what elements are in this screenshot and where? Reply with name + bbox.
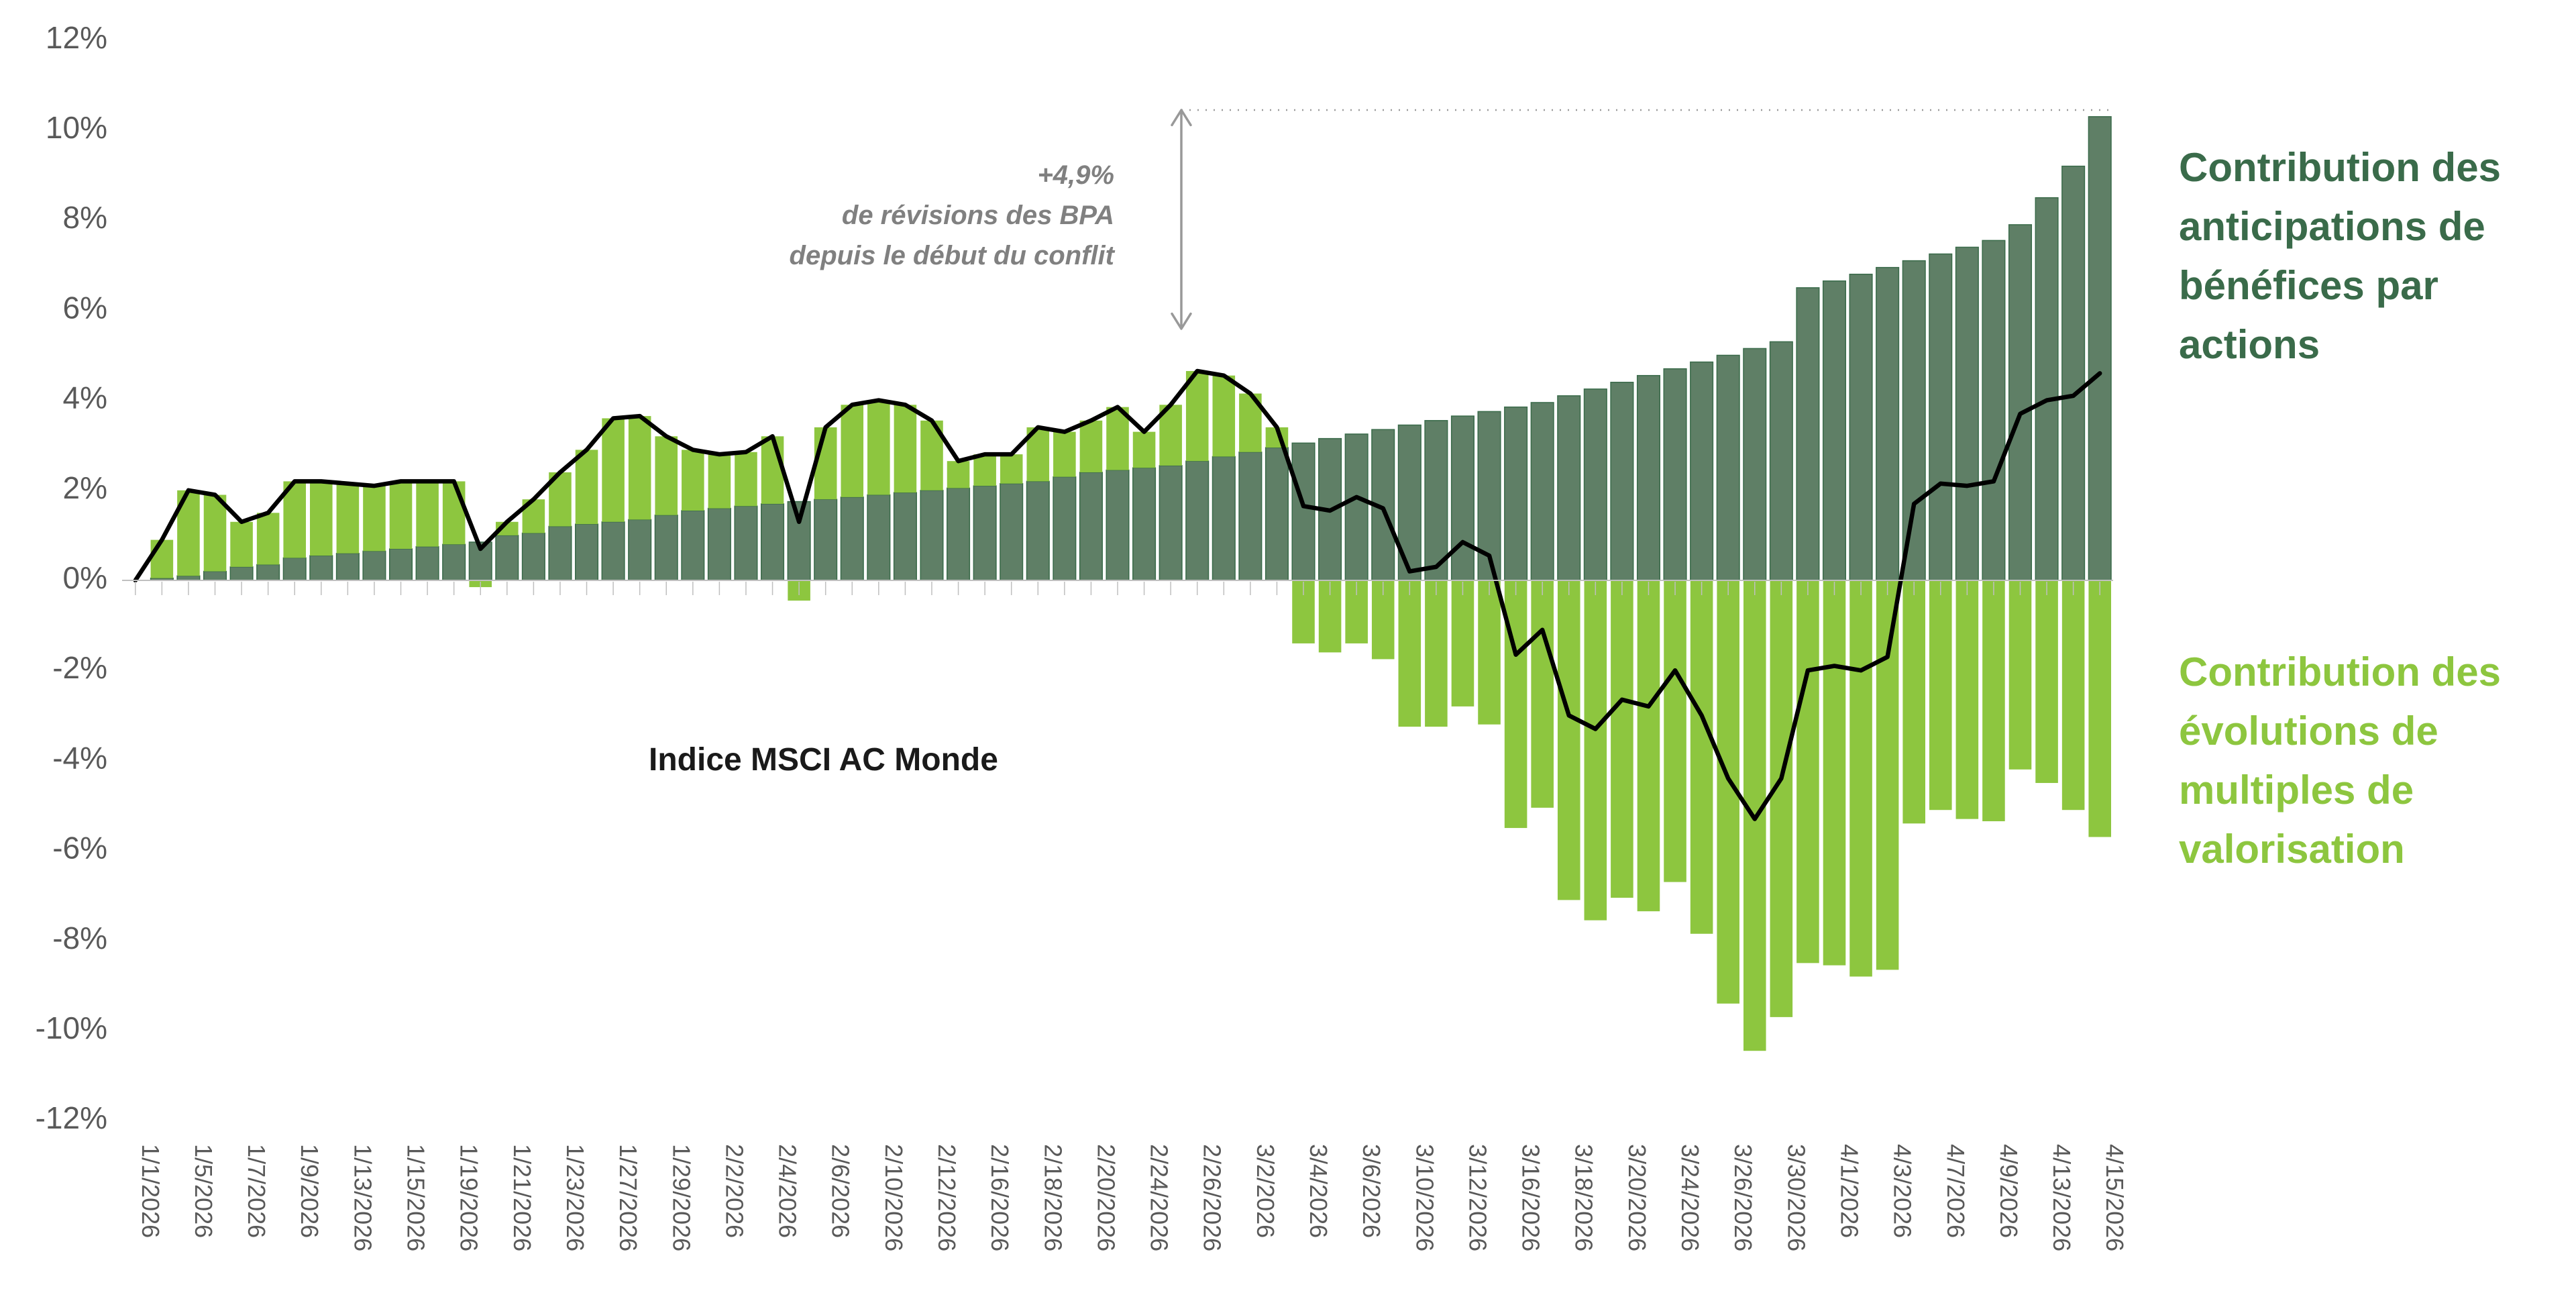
- svg-text:1/19/2026: 1/19/2026: [455, 1144, 483, 1251]
- svg-text:2/4/2026: 2/4/2026: [774, 1144, 802, 1238]
- svg-text:-8%: -8%: [52, 921, 107, 955]
- svg-text:4/1/2026: 4/1/2026: [1835, 1144, 1863, 1238]
- svg-text:-2%: -2%: [52, 650, 107, 685]
- svg-text:8%: 8%: [63, 200, 107, 235]
- svg-text:4/13/2026: 4/13/2026: [2048, 1144, 2076, 1251]
- svg-text:3/20/2026: 3/20/2026: [1623, 1144, 1651, 1251]
- svg-text:-12%: -12%: [36, 1100, 107, 1135]
- svg-text:évolutions de: évolutions de: [2179, 709, 2438, 753]
- svg-text:0%: 0%: [63, 560, 107, 595]
- svg-text:anticipations de: anticipations de: [2179, 204, 2485, 249]
- svg-text:depuis le début du conflit: depuis le début du conflit: [790, 241, 1116, 270]
- svg-text:4%: 4%: [63, 380, 107, 415]
- svg-text:Contribution des: Contribution des: [2179, 145, 2501, 190]
- svg-text:3/26/2026: 3/26/2026: [1729, 1144, 1757, 1251]
- svg-text:1/5/2026: 1/5/2026: [190, 1144, 217, 1238]
- svg-text:2/10/2026: 2/10/2026: [880, 1144, 908, 1251]
- svg-text:-6%: -6%: [52, 831, 107, 866]
- svg-text:2/16/2026: 2/16/2026: [986, 1144, 1014, 1251]
- svg-text:bénéfices par: bénéfices par: [2179, 263, 2438, 308]
- svg-text:4/9/2026: 4/9/2026: [1995, 1144, 2023, 1238]
- svg-text:3/4/2026: 3/4/2026: [1305, 1144, 1332, 1238]
- svg-text:-4%: -4%: [52, 740, 107, 775]
- svg-text:1/13/2026: 1/13/2026: [349, 1144, 376, 1251]
- svg-text:-10%: -10%: [36, 1010, 107, 1045]
- svg-text:4/3/2026: 4/3/2026: [1889, 1144, 1917, 1238]
- svg-text:3/30/2026: 3/30/2026: [1782, 1144, 1810, 1251]
- svg-text:12%: 12%: [46, 20, 107, 55]
- svg-text:1/29/2026: 1/29/2026: [667, 1144, 695, 1251]
- svg-text:3/16/2026: 3/16/2026: [1517, 1144, 1545, 1251]
- svg-text:2/6/2026: 2/6/2026: [827, 1144, 855, 1238]
- svg-text:multiples de: multiples de: [2179, 768, 2414, 813]
- svg-text:Indice MSCI AC Monde: Indice MSCI AC Monde: [649, 742, 998, 778]
- svg-text:2/2/2026: 2/2/2026: [720, 1144, 748, 1238]
- svg-text:2%: 2%: [63, 470, 107, 505]
- svg-text:valorisation: valorisation: [2179, 827, 2405, 872]
- svg-text:2/26/2026: 2/26/2026: [1199, 1144, 1226, 1251]
- svg-text:3/18/2026: 3/18/2026: [1570, 1144, 1598, 1251]
- svg-text:2/18/2026: 2/18/2026: [1039, 1144, 1067, 1251]
- svg-text:3/24/2026: 3/24/2026: [1676, 1144, 1704, 1251]
- svg-text:de révisions des BPA: de révisions des BPA: [842, 201, 1114, 230]
- svg-text:1/23/2026: 1/23/2026: [561, 1144, 589, 1251]
- svg-text:3/2/2026: 3/2/2026: [1252, 1144, 1279, 1238]
- svg-text:3/12/2026: 3/12/2026: [1464, 1144, 1491, 1251]
- svg-text:4/7/2026: 4/7/2026: [1942, 1144, 1970, 1238]
- svg-text:3/10/2026: 3/10/2026: [1411, 1144, 1438, 1251]
- svg-text:1/7/2026: 1/7/2026: [243, 1144, 270, 1238]
- svg-text:1/9/2026: 1/9/2026: [296, 1144, 323, 1238]
- svg-text:Contribution des: Contribution des: [2179, 649, 2501, 694]
- svg-text:3/6/2026: 3/6/2026: [1358, 1144, 1385, 1238]
- svg-text:1/27/2026: 1/27/2026: [614, 1144, 642, 1251]
- svg-text:6%: 6%: [63, 290, 107, 325]
- svg-text:2/12/2026: 2/12/2026: [933, 1144, 961, 1251]
- svg-text:1/1/2026: 1/1/2026: [137, 1144, 164, 1238]
- svg-text:2/24/2026: 2/24/2026: [1146, 1144, 1173, 1251]
- svg-text:+4,9%: +4,9%: [1037, 160, 1114, 190]
- svg-text:4/15/2026: 4/15/2026: [2101, 1144, 2129, 1251]
- svg-text:1/15/2026: 1/15/2026: [402, 1144, 430, 1251]
- svg-text:actions: actions: [2179, 322, 2320, 367]
- svg-text:1/21/2026: 1/21/2026: [508, 1144, 536, 1251]
- svg-text:2/20/2026: 2/20/2026: [1092, 1144, 1120, 1251]
- svg-text:10%: 10%: [46, 110, 107, 145]
